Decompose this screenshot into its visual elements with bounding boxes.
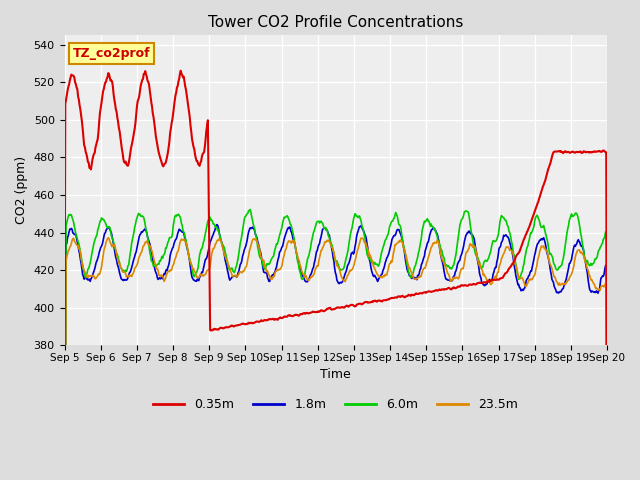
Legend: 0.35m, 1.8m, 6.0m, 23.5m: 0.35m, 1.8m, 6.0m, 23.5m (148, 394, 524, 417)
Title: Tower CO2 Profile Concentrations: Tower CO2 Profile Concentrations (208, 15, 463, 30)
Y-axis label: CO2 (ppm): CO2 (ppm) (15, 156, 28, 224)
X-axis label: Time: Time (321, 369, 351, 382)
Text: TZ_co2prof: TZ_co2prof (73, 47, 150, 60)
